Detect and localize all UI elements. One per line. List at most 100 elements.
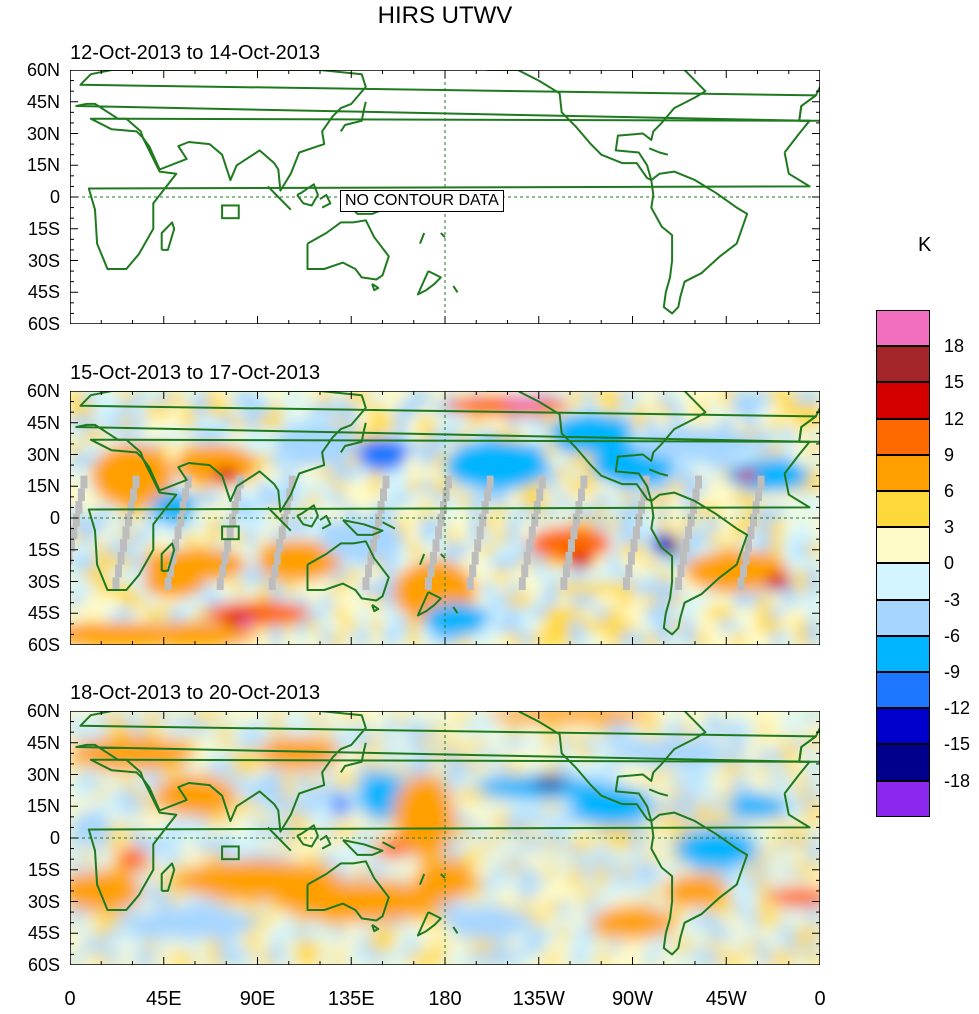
- field-cell: [582, 888, 596, 903]
- coastline: [371, 923, 380, 933]
- field-cell: [245, 505, 259, 519]
- field-cell: [107, 594, 121, 608]
- field-cell: [482, 850, 496, 865]
- field-cell: [207, 736, 221, 751]
- field-cell: [407, 939, 421, 954]
- field-cell: [357, 619, 371, 634]
- field-cell: [432, 761, 446, 776]
- field-cell: [795, 736, 809, 751]
- field-cell: [145, 403, 159, 418]
- missing-data-cell: [442, 488, 450, 502]
- field-cell: [132, 530, 146, 545]
- field-cell: [607, 581, 621, 596]
- field-cell: [470, 888, 484, 903]
- field-cell: [307, 391, 321, 405]
- field-cell: [807, 556, 820, 570]
- field-cell: [245, 416, 259, 431]
- field-cell: [757, 825, 771, 839]
- field-cell: [545, 812, 559, 827]
- field-cell: [782, 429, 796, 443]
- field-cell: [782, 632, 796, 645]
- missing-data-cell: [570, 526, 578, 540]
- field-cell: [532, 914, 546, 928]
- field-cell: [70, 467, 84, 481]
- field-cell: [482, 952, 496, 965]
- field-cell: [745, 606, 759, 621]
- field-cell: [357, 492, 371, 507]
- field-cell: [620, 838, 634, 852]
- field-cell: [70, 454, 84, 469]
- field-cell: [757, 876, 771, 890]
- field-cell: [182, 594, 196, 608]
- field-cell: [545, 568, 559, 583]
- field-cell: [257, 939, 271, 954]
- field-cell: [795, 723, 809, 738]
- field-cell: [695, 926, 709, 941]
- field-cell: [795, 939, 809, 954]
- field-cell: [807, 467, 820, 481]
- colorbar-swatch: [876, 635, 930, 672]
- field-cell: [595, 492, 609, 507]
- lon-label: 90W: [611, 988, 654, 1010]
- field-cell: [157, 403, 171, 418]
- field-cell: [632, 594, 646, 608]
- field-cell: [420, 416, 434, 431]
- field-cell: [82, 723, 96, 738]
- field-cell: [345, 812, 359, 827]
- field-cell: [195, 518, 209, 532]
- field-cell: [307, 723, 321, 738]
- field-cell: [420, 454, 434, 469]
- coastline: [486, 70, 707, 182]
- field-cell: [282, 926, 296, 941]
- field-cell: [757, 952, 771, 965]
- field-cell: [295, 799, 309, 814]
- field-cell: [482, 543, 496, 558]
- field-cell: [370, 632, 384, 645]
- field-cell: [557, 876, 571, 890]
- field-cell: [682, 619, 696, 634]
- field-cell: [170, 888, 184, 903]
- field-cell: [807, 454, 820, 469]
- panel-2-lat-label: 15N: [26, 476, 60, 497]
- field-cell: [757, 711, 771, 725]
- coastline: [306, 540, 390, 602]
- field-cell: [307, 518, 321, 532]
- field-cell: [695, 416, 709, 431]
- field-cell: [495, 568, 509, 583]
- field-cell: [320, 939, 334, 954]
- field-cell: [557, 914, 571, 928]
- field-cell: [782, 876, 796, 890]
- field-cell: [770, 391, 784, 405]
- field-cell: [220, 391, 234, 405]
- field-cell: [532, 619, 546, 634]
- coastline: [75, 391, 817, 513]
- field-cell: [132, 518, 146, 532]
- field-cell: [432, 736, 446, 751]
- field-cell: [582, 863, 596, 878]
- lon-label: 0: [814, 988, 826, 1010]
- field-cell: [370, 863, 384, 878]
- field-cell: [220, 736, 234, 751]
- field-cell: [157, 888, 171, 903]
- field-cell: [807, 876, 820, 890]
- field-cell: [370, 581, 384, 596]
- field-cell: [545, 467, 559, 481]
- field-cell: [807, 838, 820, 852]
- field-cell: [170, 939, 184, 954]
- field-cell: [695, 518, 709, 532]
- field-cell: [82, 454, 96, 469]
- coastline: [296, 824, 319, 848]
- field-cell: [682, 581, 696, 596]
- field-cell: [120, 774, 134, 789]
- field-cell: [757, 749, 771, 763]
- field-cell: [495, 606, 509, 621]
- field-cell: [732, 505, 746, 519]
- field-cell: [645, 391, 659, 405]
- field-cell: [145, 391, 159, 405]
- missing-data-cell: [425, 577, 432, 590]
- field-cell: [620, 850, 634, 865]
- field-cell: [507, 799, 521, 814]
- field-cell: [620, 939, 634, 954]
- field-cell: [570, 619, 584, 634]
- field-cell: [457, 850, 471, 865]
